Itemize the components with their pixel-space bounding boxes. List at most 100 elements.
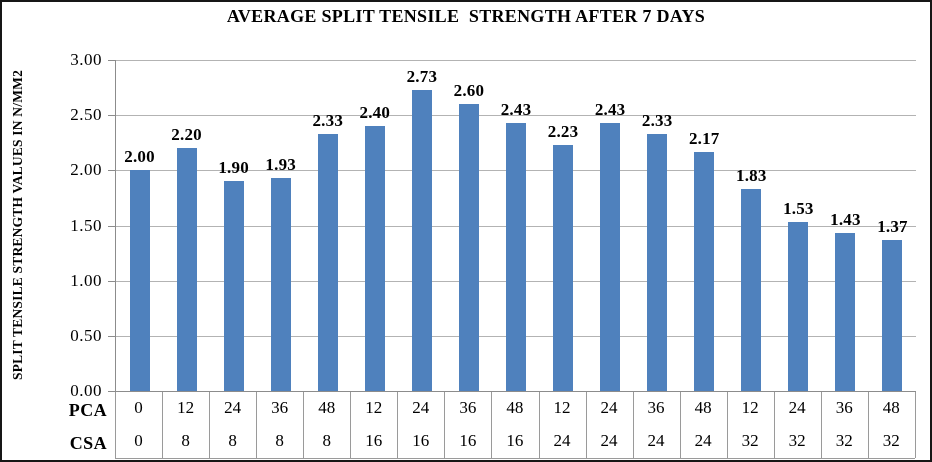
table-divider bbox=[820, 392, 822, 458]
x-axis-cell: 32 bbox=[835, 431, 853, 450]
bar-value-label: 2.20 bbox=[171, 125, 202, 145]
x-axis-row: 0 8 8 8 8 16 16 16 16 24 24 24 24 32 32 32 32 bbox=[115, 431, 915, 451]
table-divider bbox=[538, 392, 540, 458]
x-axis-cell: 24 bbox=[694, 431, 712, 450]
bar-value-label: 1.37 bbox=[877, 216, 908, 236]
bar bbox=[741, 189, 762, 391]
bar bbox=[129, 170, 150, 391]
x-axis-cell: 48 bbox=[882, 398, 900, 417]
x-axis-row-label: PCA bbox=[68, 400, 107, 420]
bar-value-label: 1.53 bbox=[783, 199, 814, 219]
y-tick-label: 1.00 bbox=[70, 270, 102, 290]
x-axis-cell: 8 bbox=[322, 431, 331, 450]
table-divider bbox=[397, 392, 399, 458]
bar-value-label: 2.43 bbox=[594, 99, 626, 119]
table-divider bbox=[444, 392, 446, 458]
bar-value-label: 2.33 bbox=[312, 110, 344, 130]
bar bbox=[553, 144, 574, 391]
x-axis-row: 0 12 24 36 48 12 24 36 48 12 24 36 48 12 24 36 48 bbox=[115, 398, 915, 418]
y-tick-label: 1.50 bbox=[70, 215, 102, 235]
table-divider bbox=[632, 392, 634, 458]
y-tick-label: 0.00 bbox=[70, 381, 102, 400]
bar bbox=[835, 233, 856, 391]
table-divider bbox=[679, 392, 681, 458]
x-axis-cell: 36 bbox=[271, 398, 289, 417]
y-tick-label: 0.50 bbox=[70, 325, 102, 345]
x-axis-cell: 16 bbox=[506, 431, 524, 450]
y-tick-mark bbox=[108, 280, 115, 282]
bar-value-label: 2.33 bbox=[641, 110, 673, 130]
bar bbox=[270, 178, 291, 391]
x-axis-cell: 24 bbox=[788, 398, 806, 417]
bar-value-label: 1.43 bbox=[830, 210, 861, 230]
table-divider bbox=[115, 392, 116, 458]
x-axis-cell: 0 bbox=[134, 398, 143, 417]
bar-value-label: 2.40 bbox=[359, 103, 391, 123]
x-axis-cell: 24 bbox=[600, 431, 618, 450]
table-divider bbox=[726, 392, 728, 458]
table-divider bbox=[256, 392, 258, 458]
x-axis-cell: 12 bbox=[365, 398, 383, 417]
x-axis-cell: 16 bbox=[365, 431, 383, 450]
y-tick-mark bbox=[108, 115, 115, 117]
x-axis-table: 0 12 24 36 48 12 24 36 48 12 24 36 48 12 24 36 48 0 8 8 8 8 16… bbox=[115, 392, 916, 459]
y-tick-mark bbox=[108, 60, 115, 61]
table-divider bbox=[303, 392, 305, 458]
y-tick-label: 3.00 bbox=[70, 50, 102, 69]
x-axis-cell: 24 bbox=[600, 398, 618, 417]
x-axis-cell: 48 bbox=[694, 398, 712, 417]
x-axis-cell: 16 bbox=[412, 431, 430, 450]
bar bbox=[647, 133, 668, 391]
bar-value-label: 2.17 bbox=[688, 128, 720, 148]
bar-value-label: 2.60 bbox=[453, 81, 485, 101]
bar-value-label: 1.93 bbox=[265, 155, 296, 175]
plot-area: 2.00 2.20 1.90 1.93 2.33 2.40 2.73 2.60 2.43 2.23… bbox=[115, 60, 916, 392]
x-axis-cell: 12 bbox=[177, 398, 195, 417]
y-tick-mark bbox=[108, 225, 115, 227]
table-divider bbox=[209, 392, 211, 458]
y-tick-mark bbox=[108, 335, 115, 337]
x-axis-cell: 36 bbox=[835, 398, 853, 417]
bar bbox=[788, 222, 809, 391]
x-axis-cell: 48 bbox=[318, 398, 336, 417]
x-axis-cell: 0 bbox=[134, 431, 143, 450]
x-axis-cell: 16 bbox=[459, 431, 477, 450]
x-axis-cell: 24 bbox=[647, 431, 665, 450]
gridline bbox=[116, 115, 916, 117]
table-divider bbox=[491, 392, 493, 458]
bar bbox=[458, 104, 479, 391]
x-axis-cell: 8 bbox=[275, 431, 284, 450]
x-axis-cell: 48 bbox=[506, 398, 524, 417]
chart-title: AVERAGE SPLIT TENSILE STRENGTH AFTER 7 D… bbox=[226, 6, 706, 26]
bar bbox=[364, 126, 385, 391]
bar bbox=[882, 239, 903, 391]
x-axis-cell: 24 bbox=[553, 431, 571, 450]
bar bbox=[223, 181, 244, 391]
y-tick-label: 2.00 bbox=[70, 160, 102, 180]
table-divider bbox=[585, 392, 587, 458]
gridline bbox=[116, 60, 916, 61]
y-axis-title: SPLIT TENSILE STRENGTH VALUES IN N/MM2 bbox=[10, 69, 25, 381]
x-axis-cell: 32 bbox=[788, 431, 806, 450]
bar bbox=[600, 122, 621, 391]
table-divider bbox=[162, 392, 164, 458]
x-axis-cell: 8 bbox=[228, 431, 237, 450]
bar bbox=[411, 89, 432, 391]
bar-value-label: 1.83 bbox=[736, 166, 767, 186]
bar bbox=[694, 151, 715, 391]
x-axis-cell: 12 bbox=[741, 398, 759, 417]
table-divider bbox=[867, 392, 869, 458]
bar-value-label: 1.90 bbox=[218, 158, 249, 178]
x-axis-cell: 32 bbox=[882, 431, 900, 450]
x-axis-cell: 24 bbox=[224, 398, 242, 417]
x-axis-cell: 8 bbox=[181, 431, 190, 450]
x-axis-row-label: CSA bbox=[69, 433, 107, 453]
x-axis-cell: 24 bbox=[412, 398, 430, 417]
y-tick-mark bbox=[108, 391, 115, 392]
bar-value-label: 2.23 bbox=[547, 121, 579, 141]
bar bbox=[506, 122, 526, 391]
table-divider bbox=[773, 392, 775, 458]
x-axis-cell: 36 bbox=[459, 398, 477, 417]
table-divider bbox=[915, 392, 916, 458]
